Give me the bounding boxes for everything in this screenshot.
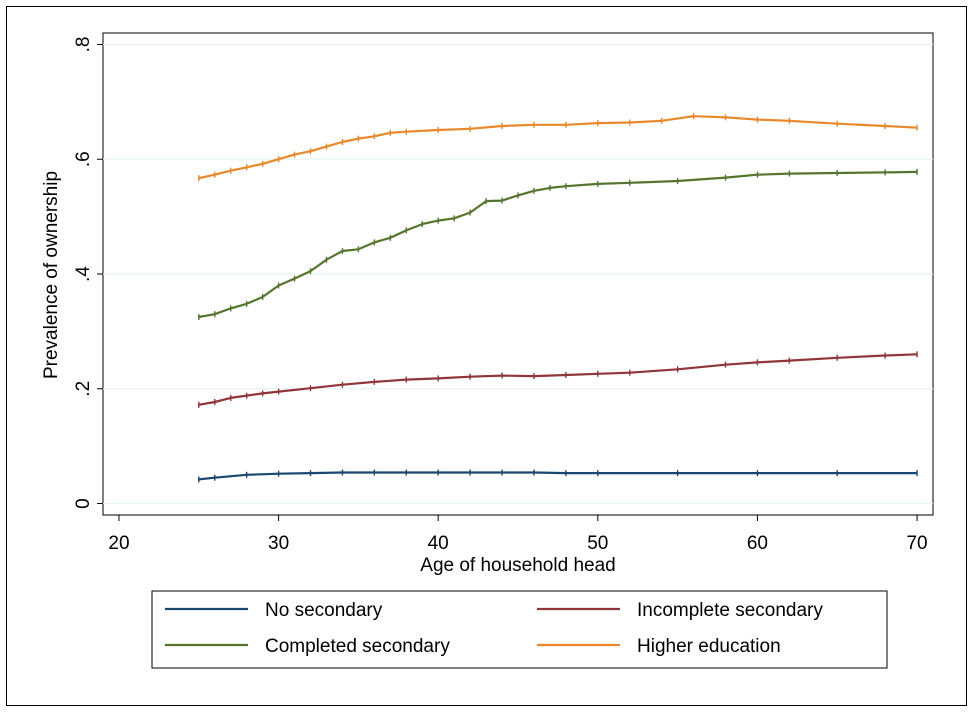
x-tick-label: 50 [587, 533, 608, 554]
y-tick-label: .2 [73, 381, 94, 397]
x-tick-label: 60 [747, 533, 768, 554]
legend: No secondary Incomplete secondary Complete… [165, 600, 823, 657]
legend-label: Completed secondary [265, 636, 450, 657]
legend-label: Incomplete secondary [637, 600, 823, 621]
x-axis-title: Age of household head [420, 555, 615, 576]
series-line-0 [198, 471, 917, 481]
series-lines [198, 113, 918, 483]
legend-label: Higher education [637, 636, 781, 657]
y-tick-label: .8 [73, 37, 94, 53]
series-line-1 [198, 353, 918, 406]
y-axis-title: Prevalence of ownership [41, 171, 62, 379]
axes: 0 .2 .4 .6 .8 20 30 40 50 60 70 [73, 37, 928, 554]
y-tick-label: .6 [73, 151, 94, 167]
grid-lines [103, 43, 933, 505]
x-tick-label: 30 [268, 533, 289, 554]
x-tick-label: 70 [906, 533, 927, 554]
legend-label: No secondary [265, 600, 383, 621]
y-tick-label: 0 [73, 498, 94, 509]
legend-box [151, 590, 888, 669]
x-tick-label: 20 [108, 533, 129, 554]
x-tick-label: 40 [428, 533, 449, 554]
y-tick-label: .4 [73, 266, 94, 282]
